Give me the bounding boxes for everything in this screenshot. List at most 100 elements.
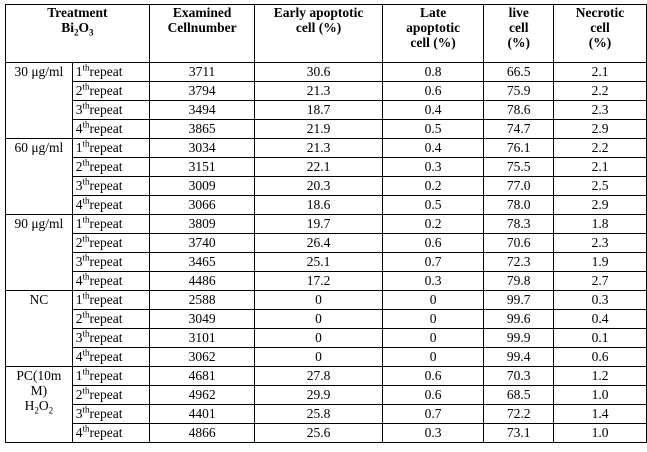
- late-apoptotic-value: 0.4: [381, 100, 485, 120]
- table-row: 2threpeat 3049 0 0 99.6 0.4: [6, 309, 647, 329]
- header-examined: Examined Cellnumber: [148, 4, 256, 63]
- repeat-label: 3threpeat: [71, 404, 150, 424]
- repeat-label: 3threpeat: [71, 328, 150, 348]
- cell-count: 3740: [148, 233, 256, 253]
- live-cell-value: 78.6: [483, 100, 555, 120]
- live-cell-value: 75.9: [483, 81, 555, 101]
- table-row: 4threpeat 4866 25.6 0.3 73.1 1.0: [6, 423, 647, 443]
- necrotic-cell-value: 0.3: [553, 290, 647, 310]
- late-apoptotic-value: 0: [381, 290, 485, 310]
- cell-count: 4681: [148, 366, 256, 386]
- live-cell-value: 74.7: [483, 119, 555, 139]
- repeat-label: 4threpeat: [71, 271, 150, 291]
- live-cell-value: 75.5: [483, 157, 555, 177]
- table-row: 4threpeat 4486 17.2 0.3 79.8 2.7: [6, 271, 647, 291]
- table-row: 2threpeat 3794 21.3 0.6 75.9 2.2: [6, 81, 647, 101]
- cell-count: 3034: [148, 138, 256, 158]
- repeat-label: 2threpeat: [71, 81, 150, 101]
- live-cell-value: 79.8: [483, 271, 555, 291]
- live-cell-value: 70.3: [483, 366, 555, 386]
- necrotic-cell-value: 1.9: [553, 252, 647, 272]
- late-apoptotic-value: 0.3: [381, 423, 485, 443]
- repeat-label: 4threpeat: [71, 195, 150, 215]
- necrotic-cell-value: 2.2: [553, 81, 647, 101]
- table-row: NC 1threpeat 2588 0 0 99.7 0.3: [5, 290, 647, 367]
- header-live: live cell (%): [483, 4, 555, 63]
- live-cell-value: 99.6: [483, 309, 555, 329]
- live-cell-value: 99.9: [483, 328, 555, 348]
- necrotic-cell-value: 1.8: [553, 214, 647, 234]
- repeat-label: 2threpeat: [71, 233, 150, 253]
- early-apoptotic-value: 0: [254, 328, 383, 348]
- table-row: PC(10m M) H2O2 1threpeat 4681 27.8 0.6 70.3 1.2: [5, 366, 647, 443]
- necrotic-cell-value: 1.4: [553, 404, 647, 424]
- necrotic-cell-value: 0.4: [553, 309, 647, 329]
- live-cell-value: 78.0: [483, 195, 555, 215]
- table-row: 3threpeat 3009 20.3 0.2 77.0 2.5: [6, 176, 647, 196]
- necrotic-cell-value: 0.1: [553, 328, 647, 348]
- late-apoptotic-value: 0.6: [381, 385, 485, 405]
- late-apoptotic-value: 0.2: [381, 214, 485, 234]
- live-cell-value: 76.1: [483, 138, 555, 158]
- early-apoptotic-value: 18.7: [254, 100, 383, 120]
- necrotic-cell-value: 1.2: [553, 366, 647, 386]
- early-apoptotic-value: 25.1: [254, 252, 383, 272]
- necrotic-cell-value: 2.9: [553, 119, 647, 139]
- early-apoptotic-value: 29.9: [254, 385, 383, 405]
- table-row: 2threpeat 3740 26.4 0.6 70.6 2.3: [6, 233, 647, 253]
- repeat-label: 2threpeat: [71, 157, 150, 177]
- repeat-label: 2threpeat: [71, 309, 150, 329]
- live-cell-value: 99.4: [483, 347, 555, 367]
- necrotic-cell-value: 2.1: [553, 157, 647, 177]
- cell-count: 4866: [148, 423, 256, 443]
- live-cell-value: 66.5: [483, 62, 555, 82]
- early-apoptotic-value: 0: [254, 347, 383, 367]
- repeat-label: 4threpeat: [71, 119, 150, 139]
- early-apoptotic-value: 22.1: [254, 157, 383, 177]
- cell-count: 3794: [148, 81, 256, 101]
- table-body: 30 μg/ml 1threpeat 3711 30.6 0.8 66.5 2.1 2thre…: [5, 62, 647, 443]
- early-apoptotic-value: 0: [254, 290, 383, 310]
- table-row: 3threpeat 3465 25.1 0.7 72.3 1.9: [6, 252, 647, 272]
- table-row: 2threpeat 3151 22.1 0.3 75.5 2.1: [6, 157, 647, 177]
- late-apoptotic-value: 0.2: [381, 176, 485, 196]
- cell-count: 3809: [148, 214, 256, 234]
- late-apoptotic-value: 0.4: [381, 138, 485, 158]
- cell-count: 3465: [148, 252, 256, 272]
- necrotic-cell-value: 1.0: [553, 423, 647, 443]
- early-apoptotic-value: 30.6: [254, 62, 383, 82]
- early-apoptotic-value: 17.2: [254, 271, 383, 291]
- header-late-apoptotic: Late apoptotic cell (%): [381, 4, 485, 63]
- cell-count: 3101: [148, 328, 256, 348]
- header-necrotic: Necrotic cell (%): [553, 4, 647, 63]
- live-cell-value: 70.6: [483, 233, 555, 253]
- early-apoptotic-value: 20.3: [254, 176, 383, 196]
- necrotic-cell-value: 2.7: [553, 271, 647, 291]
- table-row: 60 μg/ml 1threpeat 3034 21.3 0.4 76.1 2.2: [5, 138, 647, 215]
- necrotic-cell-value: 2.3: [553, 233, 647, 253]
- late-apoptotic-value: 0.8: [381, 62, 485, 82]
- late-apoptotic-value: 0: [381, 309, 485, 329]
- necrotic-cell-value: 0.6: [553, 347, 647, 367]
- live-cell-value: 99.7: [483, 290, 555, 310]
- table-row: 2threpeat 4962 29.9 0.6 68.5 1.0: [6, 385, 647, 405]
- late-apoptotic-value: 0.7: [381, 252, 485, 272]
- cell-count: 3865: [148, 119, 256, 139]
- early-apoptotic-value: 27.8: [254, 366, 383, 386]
- header-treatment: Treatment Bi2O3: [5, 4, 150, 63]
- repeat-label: 1threpeat: [71, 290, 150, 310]
- header-early-apoptotic: Early apoptotic cell (%): [254, 4, 383, 63]
- late-apoptotic-value: 0.7: [381, 404, 485, 424]
- early-apoptotic-value: 0: [254, 309, 383, 329]
- header-row: Treatment Bi2O3 Examined Cellnumber Early…: [5, 4, 647, 63]
- necrotic-cell-value: 2.9: [553, 195, 647, 215]
- repeat-label: 3threpeat: [71, 176, 150, 196]
- early-apoptotic-value: 21.3: [254, 81, 383, 101]
- group-label: NC: [5, 290, 73, 367]
- live-cell-value: 77.0: [483, 176, 555, 196]
- group-label: PC(10m M) H2O2: [5, 366, 73, 443]
- repeat-label: 1threpeat: [71, 62, 150, 82]
- live-cell-value: 72.3: [483, 252, 555, 272]
- cell-count: 4401: [148, 404, 256, 424]
- cell-count: 3009: [148, 176, 256, 196]
